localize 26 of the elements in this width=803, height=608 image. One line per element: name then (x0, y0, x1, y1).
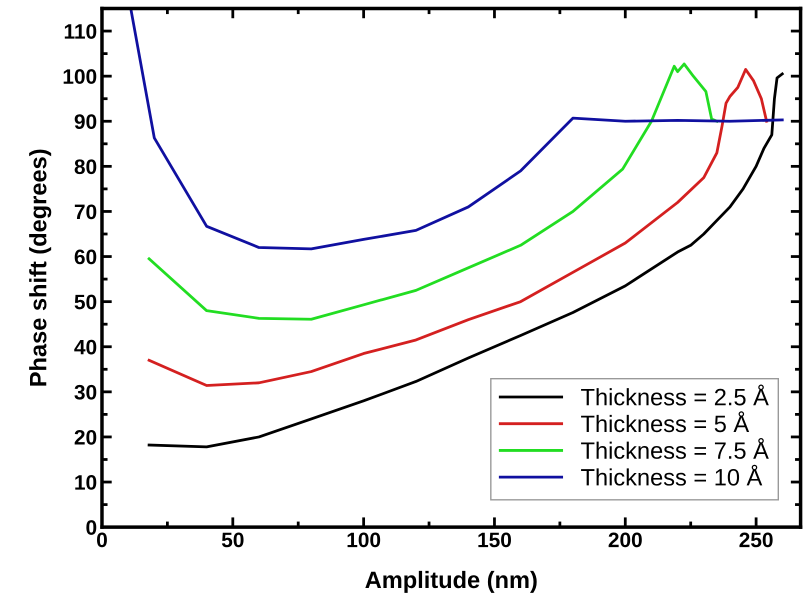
x-tick-label: 0 (97, 532, 107, 548)
y-tick-label: 60 (74, 250, 96, 264)
y-tick-label: 90 (74, 114, 96, 130)
y-tick-label: 30 (74, 384, 96, 400)
y-tick-label: 70 (74, 204, 96, 220)
y-tick-label: 80 (74, 159, 96, 174)
legend-label: Thickness = 7.5 Å (581, 438, 769, 459)
x-tick-label: 100 (348, 532, 380, 548)
y-tick-label: 10 (75, 475, 96, 490)
legend-label: Thickness = 2.5 Å (581, 384, 769, 406)
x-tick-label: 250 (739, 532, 773, 548)
y-tick-label: 20 (74, 430, 96, 445)
x-axis-title: Amplitude (nm) (365, 570, 537, 593)
y-tick-label: 100 (64, 69, 96, 84)
line-series (129, 8, 784, 250)
legend-label: Thickness = 10 Å (581, 464, 762, 486)
line-series (148, 62, 718, 321)
y-axis-title: Phase shift (degrees) (29, 150, 52, 386)
y-tick-label: 110 (64, 24, 96, 39)
x-tick-label: 150 (478, 532, 511, 548)
x-tick-label: 50 (222, 532, 244, 548)
legend-label: Thickness = 5 Å (581, 411, 750, 432)
y-tick-label: 50 (74, 294, 96, 310)
x-tick-label: 200 (608, 532, 642, 548)
y-tick-label: 0 (86, 520, 96, 535)
y-tick-label: 40 (74, 340, 96, 354)
